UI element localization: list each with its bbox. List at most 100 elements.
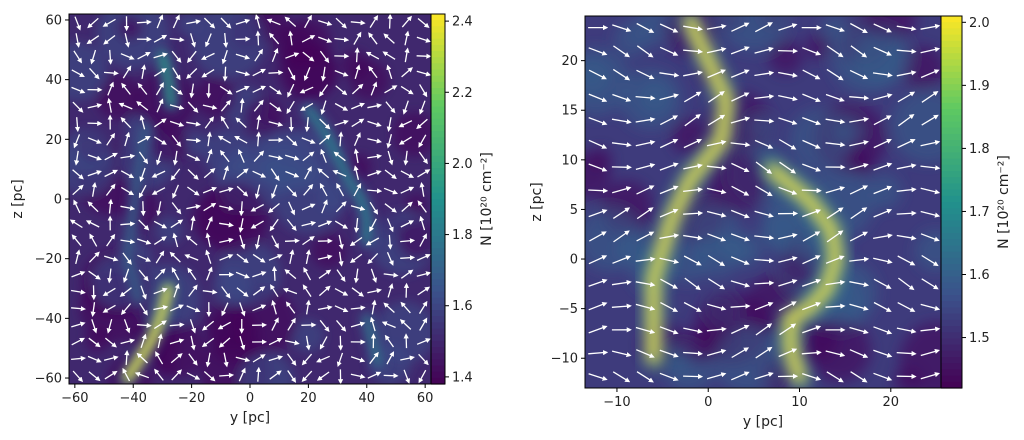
field-vector-arrow xyxy=(235,85,250,93)
density-field xyxy=(585,16,941,388)
field-vector-arrow xyxy=(234,135,248,144)
field-vector-arrow xyxy=(588,188,609,194)
field-vector-arrow xyxy=(873,115,892,126)
field-vector-arrow xyxy=(873,326,893,335)
field-vector-arrow xyxy=(85,220,100,228)
field-vector-arrow xyxy=(683,210,704,216)
field-vector-arrow xyxy=(613,230,630,243)
field-vector-arrow xyxy=(318,285,331,297)
field-vector-arrow xyxy=(220,17,232,29)
field-vector-arrow xyxy=(286,135,298,147)
field-vector-arrow xyxy=(707,69,726,79)
field-vector-arrow xyxy=(659,23,679,33)
field-vector-arrow xyxy=(186,137,202,144)
field-vector-arrow xyxy=(400,355,415,361)
field-vector-arrow xyxy=(825,279,846,286)
field-vector-arrow xyxy=(169,104,185,110)
field-vector-arrow xyxy=(612,371,631,383)
field-vector-arrow xyxy=(683,48,704,55)
field-vector-arrow xyxy=(301,137,316,144)
field-vector-arrow xyxy=(121,82,131,95)
field-vector-arrow xyxy=(301,35,316,43)
field-vector-arrow xyxy=(367,138,382,144)
field-vector-arrow xyxy=(898,113,915,127)
field-vector-arrow xyxy=(169,251,181,263)
field-vector-arrow xyxy=(849,303,869,311)
field-vector-arrow xyxy=(267,202,280,213)
field-vector-arrow xyxy=(153,68,167,77)
field-vector-arrow xyxy=(754,235,775,241)
field-vector-arrow xyxy=(153,136,167,145)
field-vector-arrow xyxy=(333,151,346,162)
field-vector-arrow xyxy=(338,251,344,267)
field-vector-arrow xyxy=(169,120,185,127)
field-vector-arrow xyxy=(137,51,151,60)
field-vector-arrow xyxy=(217,135,232,144)
field-vector-arrow xyxy=(289,249,295,265)
field-vector-arrow xyxy=(336,319,347,332)
field-vector-arrow xyxy=(365,51,380,60)
field-vector-arrow xyxy=(305,335,311,351)
field-vector-arrow xyxy=(106,233,116,247)
field-vector-arrow xyxy=(139,167,146,183)
field-vector-arrow xyxy=(588,373,608,381)
field-vector-arrow xyxy=(369,351,379,365)
field-vector-arrow xyxy=(303,183,314,196)
field-vector-arrow xyxy=(169,322,185,328)
field-vector-arrow xyxy=(74,150,80,166)
field-vector-arrow xyxy=(172,184,179,199)
field-vector-arrow xyxy=(920,140,941,147)
field-vector-arrow xyxy=(801,278,822,287)
field-vector-arrow xyxy=(73,199,81,214)
colorbar-tick-label: 1.4 xyxy=(452,370,473,385)
field-vector-arrow xyxy=(87,170,102,177)
field-vector-arrow xyxy=(170,219,184,229)
field-vector-arrow xyxy=(779,323,797,336)
field-vector-arrow xyxy=(920,303,941,311)
field-vector-arrow xyxy=(802,47,822,56)
field-vector-arrow xyxy=(418,300,428,314)
field-vector-arrow xyxy=(636,231,655,242)
field-vector-arrow xyxy=(402,100,409,115)
field-vector-arrow xyxy=(69,219,83,229)
field-vector-arrow xyxy=(353,165,360,180)
field-vector-arrow xyxy=(802,69,821,80)
y-tick-label: 20 xyxy=(45,133,62,148)
field-vector-arrow xyxy=(219,150,230,163)
field-vector-arrow xyxy=(154,268,166,280)
field-vector-arrow xyxy=(319,118,331,130)
field-vector-arrow xyxy=(684,277,701,291)
field-vector-arrow xyxy=(318,220,333,228)
field-vector-arrow xyxy=(156,201,162,217)
field-vector-arrow xyxy=(88,371,101,382)
field-vector-arrow xyxy=(354,64,361,79)
field-vector-arrow xyxy=(418,151,428,165)
field-vector-arrow xyxy=(239,97,245,113)
field-vector-arrow xyxy=(588,231,607,242)
field-vector-arrow xyxy=(730,116,751,124)
y-tick-label: 10 xyxy=(561,153,578,168)
field-vector-arrow xyxy=(336,269,346,282)
field-vector-arrow xyxy=(317,168,330,179)
field-vector-arrow xyxy=(250,220,264,229)
field-vector-arrow xyxy=(707,114,726,126)
field-vector-arrow xyxy=(849,69,869,80)
field-vector-arrow xyxy=(731,92,750,102)
field-vector-arrow xyxy=(849,256,870,262)
field-vector-arrow xyxy=(88,251,100,263)
field-vector-arrow xyxy=(354,47,360,63)
field-vector-arrow xyxy=(139,302,148,316)
y-axis-label: z [pc] xyxy=(10,179,26,218)
field-vector-arrow xyxy=(369,201,379,215)
field-vector-arrow xyxy=(153,236,167,245)
field-vector-arrow xyxy=(124,33,130,48)
field-vector-arrow xyxy=(202,289,218,295)
field-vector-arrow xyxy=(269,370,282,380)
field-vector-arrow xyxy=(187,101,199,113)
field-vector-arrow xyxy=(139,114,146,130)
field-vector-arrow xyxy=(87,137,102,144)
field-vector-arrow xyxy=(403,369,411,384)
field-vector-arrow xyxy=(419,181,425,197)
field-vector-arrow xyxy=(659,93,680,101)
